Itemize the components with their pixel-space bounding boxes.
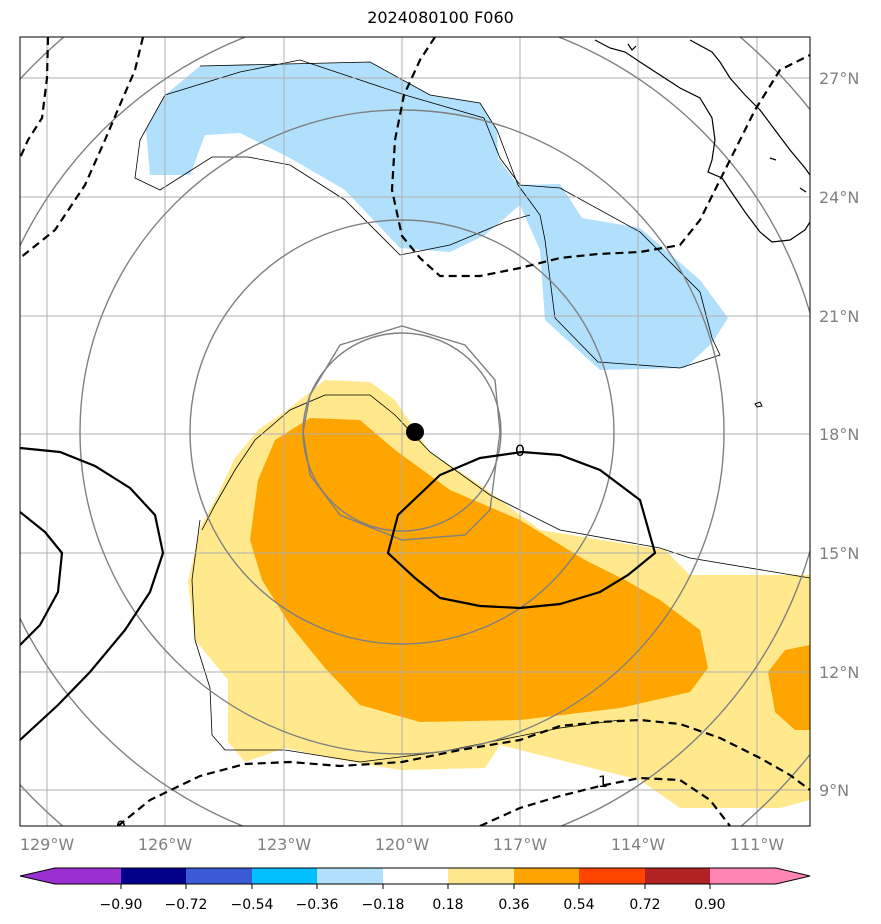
contour-label-one: 1 xyxy=(598,772,608,791)
colorbar-tick-label: −0.18 xyxy=(362,897,405,913)
thin-outline-north xyxy=(134,59,721,369)
colorbar-segment xyxy=(514,868,579,884)
coastline xyxy=(594,39,810,243)
thin-outline-inner xyxy=(201,394,326,531)
colorbar-max-extend xyxy=(776,868,810,884)
colorbar-segment xyxy=(186,868,252,884)
map-frame xyxy=(19,36,811,827)
colorbar-tick-label: −0.72 xyxy=(165,897,208,913)
colorbar xyxy=(19,867,811,885)
colorbar-tick-label: −0.54 xyxy=(231,897,274,913)
lon-tick-label: 123°W xyxy=(257,835,312,854)
inner-range-ring xyxy=(302,325,501,541)
lat-tick-label: 12°N xyxy=(819,663,859,682)
island xyxy=(754,401,763,408)
colorbar-segment xyxy=(55,868,121,884)
colorbar-segment xyxy=(317,868,383,884)
storm-center-marker xyxy=(406,423,424,441)
lon-tick-label: 129°W xyxy=(20,835,75,854)
colorbar-tick-label: −0.36 xyxy=(296,897,339,913)
lon-tick-label: 117°W xyxy=(493,835,548,854)
lat-tick-label: 15°N xyxy=(819,544,859,563)
colorbar-segment xyxy=(383,868,448,884)
lon-tick-label: 120°W xyxy=(375,835,430,854)
colorbar-segment xyxy=(252,868,317,884)
contour-label-zero-center: 0 xyxy=(515,441,525,460)
colorbar-tick-label: 0.72 xyxy=(629,897,660,913)
colorbar-segment xyxy=(448,868,514,884)
lat-tick-label: 21°N xyxy=(819,307,859,326)
colorbar-segment xyxy=(121,868,186,884)
orange-shading-region xyxy=(250,418,708,722)
dashed-contours xyxy=(20,37,810,826)
colorbar-segment xyxy=(645,868,710,884)
lat-tick-label: 27°N xyxy=(819,69,859,88)
lat-tick-label: 24°N xyxy=(819,188,859,207)
colorbar-segment xyxy=(579,868,645,884)
colorbar-min-extend xyxy=(20,868,55,884)
contour-label-zero-bottom: 0 xyxy=(116,817,126,836)
colorbar-segment xyxy=(710,868,776,884)
colorbar-outline xyxy=(19,867,811,885)
map-title: 2024080100 F060 xyxy=(367,8,514,27)
colorbar-tick-label: 0.36 xyxy=(498,897,529,913)
lat-tick-label: 9°N xyxy=(819,781,849,800)
negative-shading-region xyxy=(146,62,728,370)
orange-shading-edge xyxy=(768,645,810,730)
colorbar-tick-label: −0.90 xyxy=(100,897,143,913)
colorbar-tick-label: 0.18 xyxy=(432,897,463,913)
lon-tick-label: 114°W xyxy=(611,835,666,854)
lon-tick-label: 111°W xyxy=(730,835,785,854)
colorbar-tick-label: 0.90 xyxy=(694,897,725,913)
colorbar-tick-label: 0.54 xyxy=(563,897,594,913)
lat-tick-label: 18°N xyxy=(819,425,859,444)
colorbar-ticks xyxy=(120,884,711,889)
lon-tick-label: 126°W xyxy=(138,835,193,854)
solid-contours xyxy=(20,446,657,741)
